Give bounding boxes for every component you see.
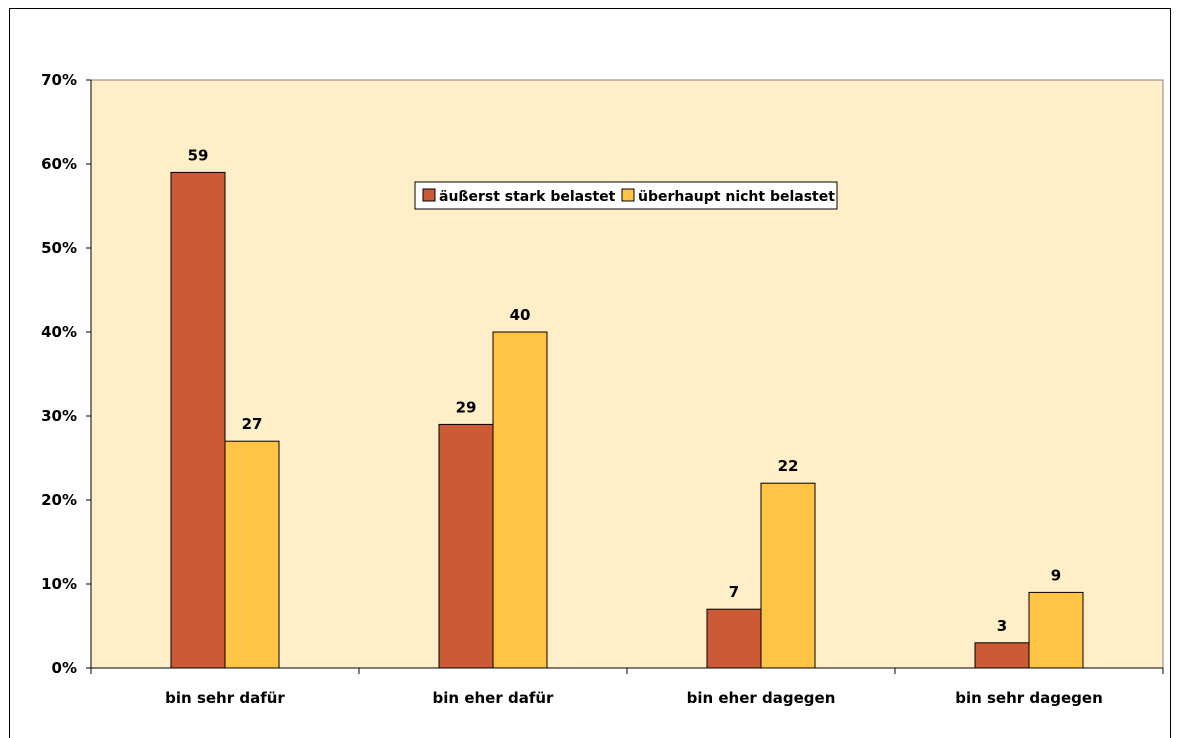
y-tick-label: 50%: [41, 239, 77, 257]
x-tick-label: bin sehr dagegen: [955, 689, 1103, 707]
legend-label-2: überhaupt nicht belastet: [638, 189, 835, 205]
bar-series-2: [492, 331, 548, 669]
y-axis: 0% 10% 20% 30% 40% 50% 60% 70%: [41, 71, 92, 677]
bar-series-1: [170, 171, 226, 669]
y-tick-label: 60%: [41, 155, 77, 173]
bar-series-1: [438, 423, 494, 669]
bar-series-1: [706, 608, 762, 669]
y-tick-label: 10%: [41, 575, 77, 593]
bar-series-2: [224, 440, 280, 669]
y-tick-label: 30%: [41, 407, 77, 425]
bar-series-2: [1028, 591, 1084, 669]
bar-series-2: [760, 482, 816, 669]
legend-swatch-2: [621, 188, 635, 202]
bar-series-1: [974, 642, 1030, 669]
y-tick-label: 40%: [41, 323, 77, 341]
x-tick-label: bin sehr dafür: [165, 689, 285, 707]
x-tick-label: bin eher dagegen: [687, 689, 836, 707]
legend-label-1: äußerst stark belastet: [439, 189, 616, 205]
y-tick-label: 70%: [41, 71, 77, 89]
x-tick-label: bin eher dafür: [433, 689, 554, 707]
data-label: 29: [456, 398, 477, 416]
legend-box: [414, 181, 838, 210]
chart-frame: [9, 8, 1171, 738]
bars: 59 27 29 40 7 22 3 9: [170, 146, 1084, 669]
data-label: 22: [778, 457, 799, 475]
y-tick-label: 0%: [52, 659, 77, 677]
data-label: 59: [188, 146, 209, 164]
data-label: 40: [510, 306, 531, 324]
data-label: 9: [1051, 566, 1061, 584]
y-tick-label: 20%: [41, 491, 77, 509]
legend: äußerst stark belastet überhaupt nicht be…: [414, 181, 838, 210]
data-label: 27: [242, 415, 263, 433]
data-label: 3: [997, 617, 1007, 635]
x-axis: bin sehr dafür bin eher dafür bin eher dag…: [90, 667, 1164, 707]
legend-swatch-1: [422, 188, 436, 202]
data-label: 7: [729, 583, 739, 601]
